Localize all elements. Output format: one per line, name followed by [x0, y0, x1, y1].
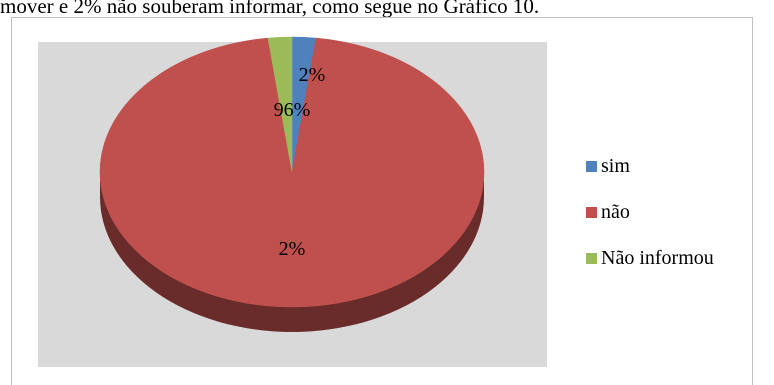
- legend-item-não: não: [586, 189, 714, 235]
- legend-swatch: [586, 160, 597, 172]
- legend-swatch: [586, 252, 597, 264]
- legend-item-não-informou: Não informou: [586, 235, 714, 281]
- pie-slice-não-informou: [267, 36, 293, 173]
- chart-frame: [11, 17, 753, 385]
- pie-slice-não: [99, 37, 485, 308]
- legend-label: sim: [601, 154, 630, 177]
- data-label-não: 96%: [274, 99, 311, 121]
- legend-swatch: [586, 206, 597, 218]
- chart-legend: sim não Não informou: [586, 143, 714, 281]
- data-label-não-informou: 2%: [279, 238, 306, 260]
- legend-label: não: [601, 200, 630, 223]
- document-text-line: mover e 2% não souberam informar, como s…: [0, 0, 540, 18]
- legend-item-sim: sim: [586, 143, 714, 189]
- data-label-sim: 2%: [299, 64, 326, 86]
- legend-label: Não informou: [601, 246, 714, 269]
- pie-side-group: [100, 172, 484, 332]
- pie-side-não: [100, 172, 484, 332]
